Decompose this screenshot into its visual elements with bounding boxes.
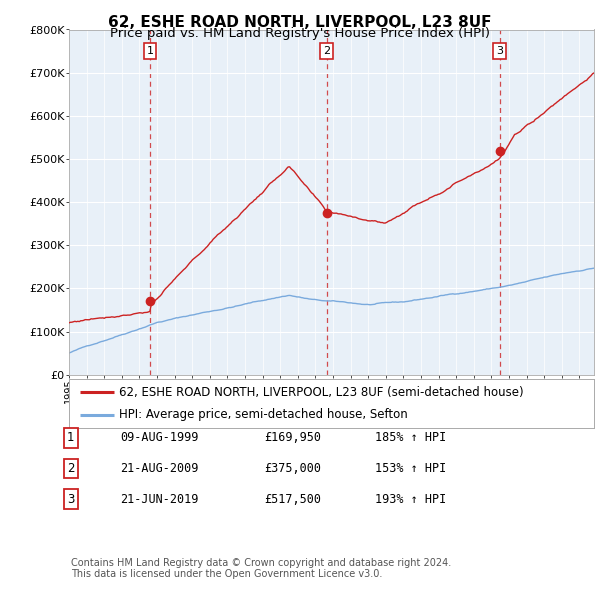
Text: 2: 2	[323, 46, 330, 56]
Text: £169,950: £169,950	[264, 431, 321, 444]
Text: 3: 3	[67, 493, 74, 506]
Text: Contains HM Land Registry data © Crown copyright and database right 2024.
This d: Contains HM Land Registry data © Crown c…	[71, 558, 451, 579]
Text: 62, ESHE ROAD NORTH, LIVERPOOL, L23 8UF (semi-detached house): 62, ESHE ROAD NORTH, LIVERPOOL, L23 8UF …	[119, 386, 523, 399]
Text: Price paid vs. HM Land Registry's House Price Index (HPI): Price paid vs. HM Land Registry's House …	[110, 27, 490, 40]
Text: 2: 2	[67, 462, 74, 475]
Text: 1: 1	[146, 46, 154, 56]
Text: HPI: Average price, semi-detached house, Sefton: HPI: Average price, semi-detached house,…	[119, 408, 407, 421]
Text: 193% ↑ HPI: 193% ↑ HPI	[375, 493, 446, 506]
Text: 185% ↑ HPI: 185% ↑ HPI	[375, 431, 446, 444]
Text: 21-JUN-2019: 21-JUN-2019	[120, 493, 199, 506]
Text: 1: 1	[67, 431, 74, 444]
Text: £517,500: £517,500	[264, 493, 321, 506]
Text: 21-AUG-2009: 21-AUG-2009	[120, 462, 199, 475]
Text: £375,000: £375,000	[264, 462, 321, 475]
Text: 62, ESHE ROAD NORTH, LIVERPOOL, L23 8UF: 62, ESHE ROAD NORTH, LIVERPOOL, L23 8UF	[108, 15, 492, 30]
Text: 153% ↑ HPI: 153% ↑ HPI	[375, 462, 446, 475]
Text: 3: 3	[496, 46, 503, 56]
Text: 09-AUG-1999: 09-AUG-1999	[120, 431, 199, 444]
